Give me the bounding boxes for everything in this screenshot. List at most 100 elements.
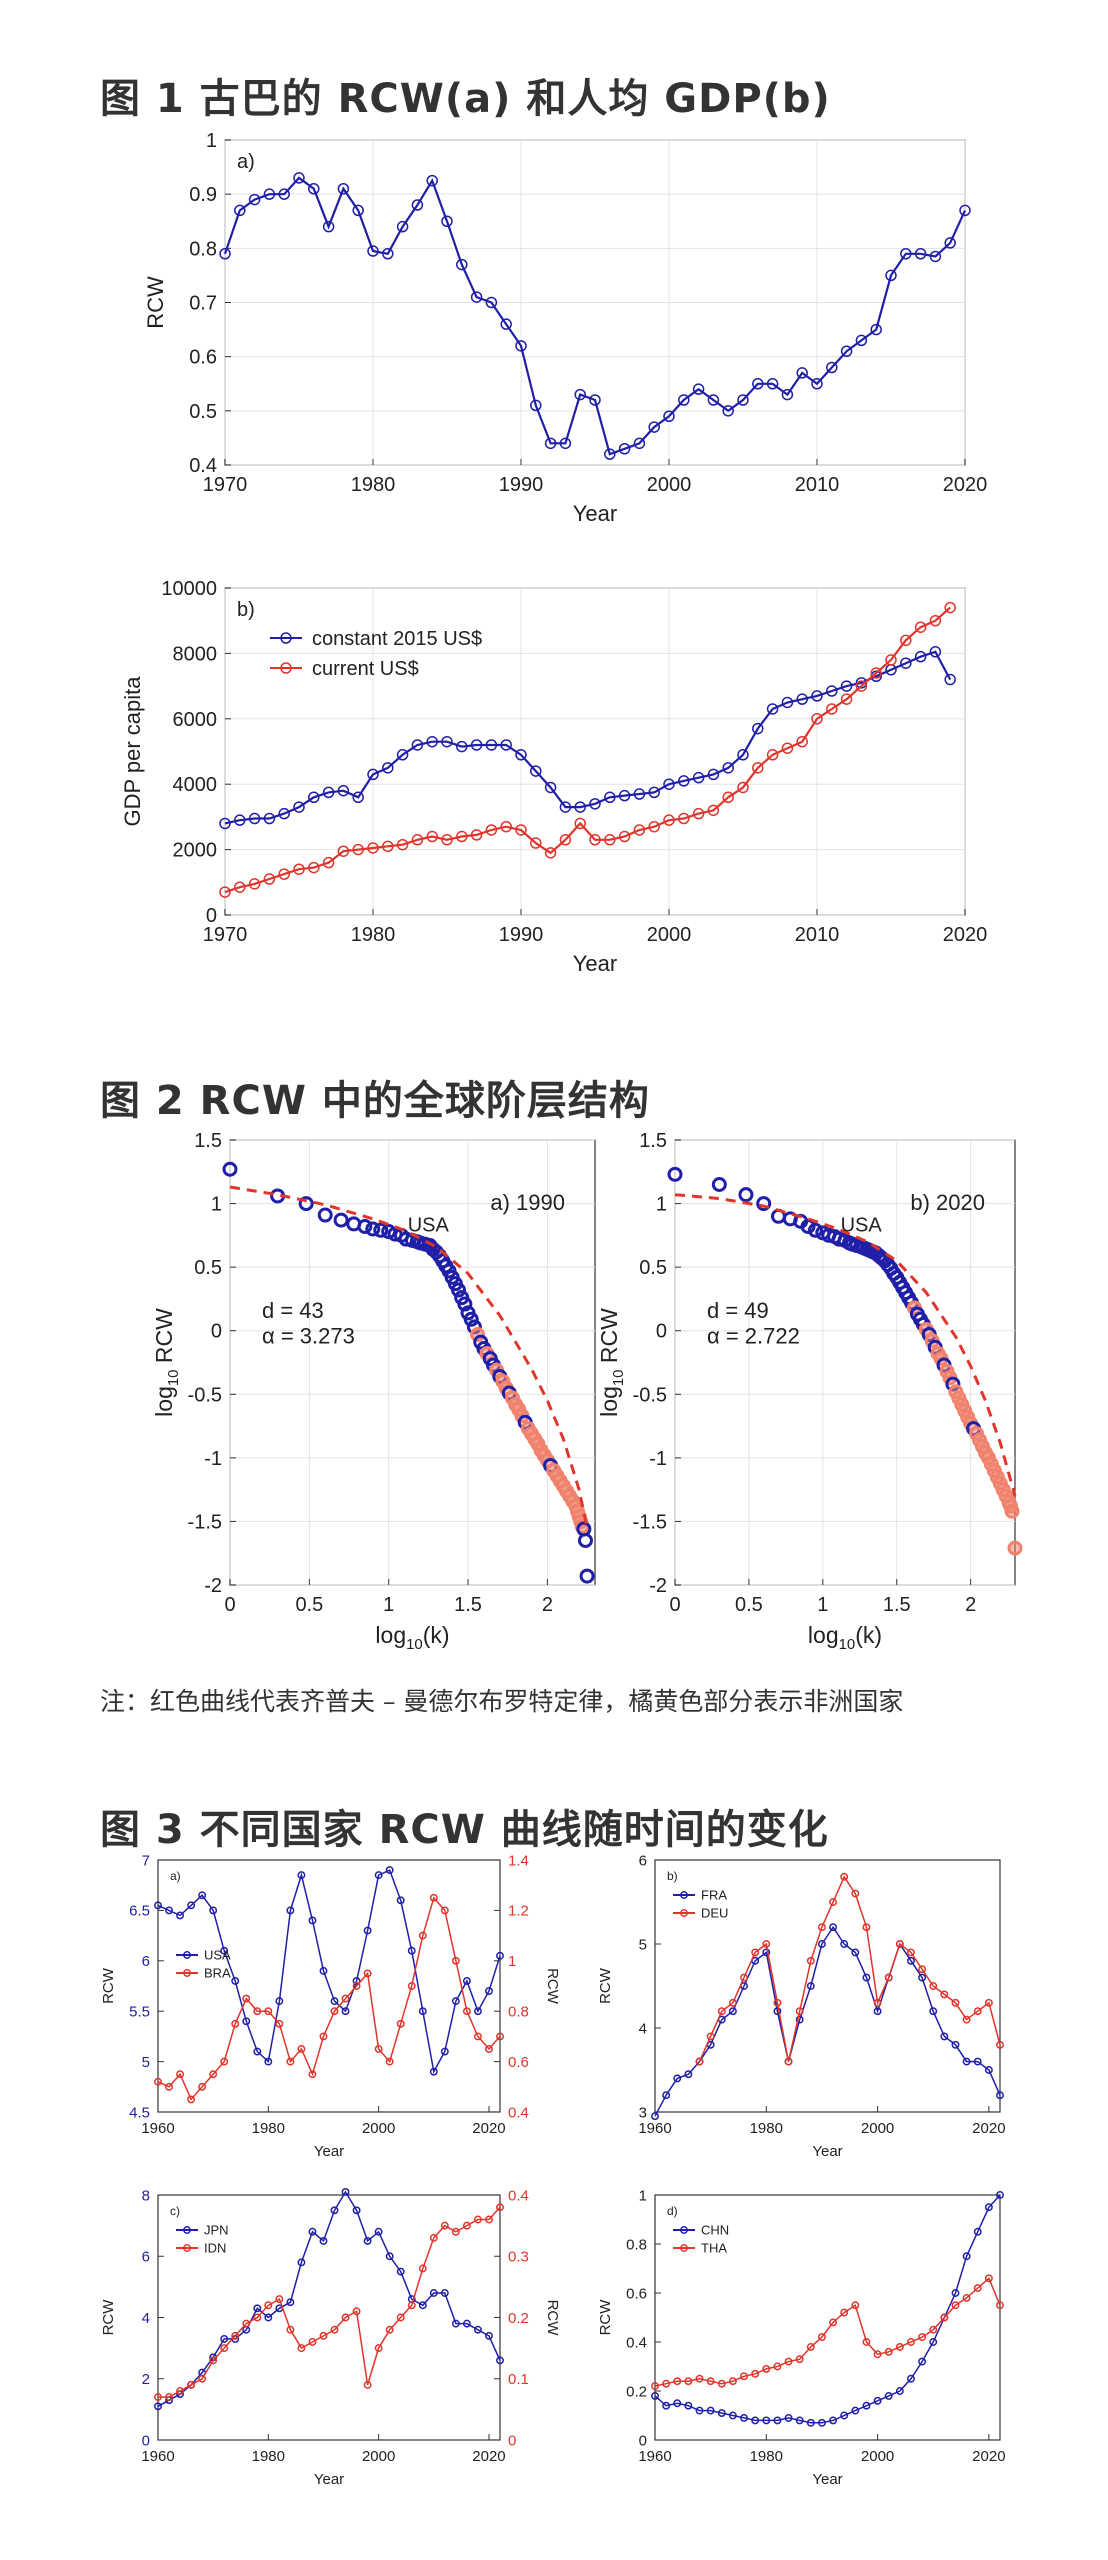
- data-point: [231, 2331, 240, 2340]
- y-axis-label: log10 RCW: [596, 1308, 627, 1417]
- data-point: [337, 845, 350, 857]
- y-tick-label: 0: [639, 2432, 647, 2449]
- data-point: [154, 2393, 162, 2402]
- data-point: [811, 713, 823, 725]
- x-tick-label: 0.5: [735, 1594, 763, 1616]
- data-point: [209, 1906, 218, 1915]
- data-point: [219, 886, 231, 898]
- data-point: [717, 2409, 726, 2418]
- data-point: [275, 2295, 284, 2304]
- data-point: [333, 1212, 349, 1228]
- data-point: [692, 807, 705, 820]
- data-point: [870, 323, 882, 336]
- data-point: [429, 2067, 438, 2076]
- data-point: [515, 749, 527, 761]
- data-point: [367, 842, 379, 854]
- data-point: [829, 2318, 838, 2327]
- data-point: [717, 2379, 726, 2388]
- data-point: [440, 2289, 449, 2297]
- panel-label: a) 1990: [490, 1190, 565, 1215]
- data-point: [762, 2416, 771, 2425]
- plot-area: [229, 1139, 596, 1586]
- data-point: [515, 340, 527, 352]
- panel-label: a): [237, 151, 255, 173]
- data-point: [382, 840, 394, 853]
- data-point: [330, 1997, 339, 2006]
- data-point: [740, 1973, 748, 1982]
- chart-8: 1960 1980 2000 2020 0 0.2 0.4 0.6 0.8 1 Year RCW d) C…: [597, 2187, 1006, 2488]
- data-point: [473, 2325, 482, 2334]
- data-point: [308, 2338, 317, 2346]
- panel-label: b) 2020: [910, 1190, 985, 1215]
- legend-label: CHN: [701, 2223, 729, 2238]
- data-point: [451, 2319, 460, 2328]
- chart-1: 1970 1980 1990 2000 2010 2020 0.4 0.5 0.6 0.7 0.8 0…: [143, 130, 987, 526]
- data-point: [851, 1948, 860, 1957]
- y-right-tick-label: 1.4: [508, 1852, 529, 1869]
- data-point: [662, 2091, 671, 2100]
- data-point: [929, 646, 942, 658]
- data-point: [293, 863, 305, 875]
- data-point: [895, 1940, 904, 1948]
- x-axis-label: log10(k): [808, 1622, 882, 1653]
- data-point: [187, 2095, 196, 2104]
- data-point: [440, 2221, 449, 2230]
- legend-label: USA: [204, 1948, 231, 1963]
- data-point: [944, 673, 956, 686]
- data-point: [589, 834, 601, 846]
- plot-area: [654, 2194, 1001, 2441]
- data-point: [826, 361, 838, 374]
- x-axis-label: log10(k): [375, 1622, 449, 1653]
- legend-marker: [183, 1969, 191, 1977]
- data-point: [341, 2313, 350, 2322]
- y-tick-label: 0.4: [626, 2334, 647, 2351]
- data-point: [411, 199, 424, 211]
- data-point: [678, 812, 690, 825]
- data-point: [426, 174, 438, 187]
- data-point: [485, 296, 498, 309]
- data-point: [357, 1218, 373, 1234]
- data-point: [322, 856, 335, 869]
- series-line-constant 2015 US$: [224, 650, 952, 825]
- data-point: [984, 2203, 993, 2212]
- data-point: [918, 2333, 927, 2342]
- data-point: [407, 1982, 416, 1990]
- data-point: [374, 2045, 383, 2053]
- data-point: [711, 1177, 727, 1192]
- data-point: [220, 2334, 229, 2343]
- data-point: [470, 829, 483, 841]
- y-tick-label: -2: [204, 1575, 222, 1597]
- data-point: [418, 1931, 427, 1940]
- data-point: [873, 1998, 882, 2007]
- data-point: [762, 2365, 771, 2373]
- data-point: [418, 2301, 427, 2310]
- data-point: [264, 2301, 273, 2310]
- x-tick-label: 1990: [499, 474, 544, 496]
- data-point: [648, 820, 660, 833]
- data-point: [618, 443, 631, 455]
- y-tick-label: 4: [142, 2310, 150, 2327]
- data-point: [773, 2362, 782, 2371]
- data-point: [308, 183, 320, 195]
- data-point: [751, 2416, 760, 2425]
- data-point: [762, 1940, 771, 1948]
- annotation-alpha: α = 2.722: [707, 1323, 800, 1348]
- data-point: [341, 2187, 350, 2196]
- data-point: [717, 2007, 726, 2016]
- chart-3: 0 0.5 1 1.5 2-2-1.5-1-0.500.511.5log10(k)log…: [151, 1130, 596, 1653]
- data-point: [165, 1906, 173, 1915]
- data-point: [800, 1218, 816, 1234]
- data-point: [651, 2112, 659, 2121]
- data-point: [544, 437, 557, 450]
- x-tick-label: 1960: [638, 2120, 671, 2137]
- data-point: [297, 2258, 306, 2267]
- data-point: [873, 2007, 882, 2016]
- data-point: [234, 881, 246, 893]
- data-point: [352, 1982, 361, 1990]
- y-tick-label: -1.5: [188, 1511, 222, 1533]
- data-point: [319, 1966, 328, 1975]
- data-point: [862, 2401, 871, 2410]
- data-point: [840, 345, 853, 357]
- data-point: [473, 2215, 482, 2224]
- data-point: [242, 2319, 251, 2328]
